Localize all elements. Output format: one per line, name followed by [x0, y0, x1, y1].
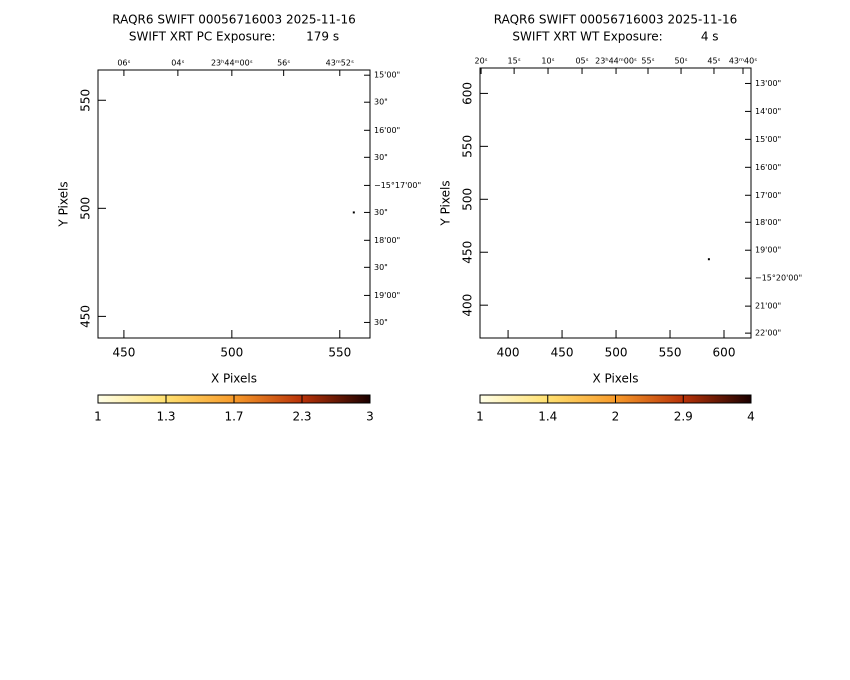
y-tick-label: 400: [461, 294, 475, 317]
right-tick-label: 16'00": [755, 163, 781, 172]
right-tick-label: 18'00": [755, 218, 781, 227]
top-tick-label: 56ˢ: [277, 59, 290, 68]
right-tick-label: 22'00": [755, 329, 781, 338]
top-tick-label: 20ˢ: [474, 57, 487, 66]
y-axis-label: Y Pixels: [439, 180, 453, 226]
source-pixel: [707, 258, 710, 261]
chart-title: RAQR6 SWIFT 00056716003 2025-11-16: [494, 13, 737, 27]
right-tick-label: −15°20'00": [755, 274, 802, 283]
right-tick-label: 14'00": [755, 107, 781, 116]
colorbar-tick-label: 2.9: [674, 410, 693, 424]
top-tick-label: 06ˢ: [117, 59, 130, 68]
right-tick-label: 30": [374, 318, 388, 327]
colorbar-tick-label: 1.7: [224, 410, 243, 424]
plot-frame: [479, 67, 752, 339]
right-tick-label: 30": [374, 153, 388, 162]
y-tick-label: 500: [79, 197, 93, 220]
colorbar-tick-label: 1.4: [538, 410, 557, 424]
right-tick-label: 19'00": [374, 291, 400, 300]
x-tick-label: 500: [220, 346, 243, 360]
right-tick-label: 16'00": [374, 126, 400, 135]
right-tick-label: 15'00": [374, 71, 400, 80]
right-tick-label: 19'00": [755, 246, 781, 255]
top-tick-label: 23ʰ44ᵐ00ˢ: [211, 59, 253, 68]
top-tick-label: 43ᵐ52ˢ: [326, 59, 354, 68]
right-tick-label: 18'00": [374, 236, 400, 245]
top-tick-label: 50ˢ: [674, 57, 687, 66]
y-tick-label: 600: [461, 82, 475, 105]
colorbar-tick-label: 1.3: [156, 410, 175, 424]
y-tick-label: 450: [461, 241, 475, 264]
right-tick-label: 21'00": [755, 302, 781, 311]
x-tick-label: 450: [551, 346, 574, 360]
top-tick-label: 15ˢ: [508, 57, 521, 66]
x-axis-label: X Pixels: [211, 372, 257, 386]
right-tick-label: −15°17'00": [374, 181, 421, 190]
right-tick-label: 17'00": [755, 191, 781, 200]
top-tick-label: 04ˢ: [171, 59, 184, 68]
y-tick-label: 500: [461, 188, 475, 211]
y-axis-label: Y Pixels: [57, 181, 71, 227]
y-tick-label: 550: [79, 89, 93, 112]
y-tick-label: 550: [461, 135, 475, 158]
colorbar-tick-label: 1: [94, 410, 102, 424]
chart-subtitle: SWIFT XRT PC Exposure: 179 s: [129, 30, 339, 44]
top-tick-label: 45ˢ: [707, 57, 720, 66]
chart-title: RAQR6 SWIFT 00056716003 2025-11-16: [112, 13, 355, 27]
x-tick-label: 550: [659, 346, 682, 360]
colorbar-tick-label: 1: [476, 410, 484, 424]
top-tick-label: 05ˢ: [575, 57, 588, 66]
colorbar-tick-label: 4: [747, 410, 755, 424]
x-tick-label: 600: [713, 346, 736, 360]
x-tick-label: 450: [112, 346, 135, 360]
x-axis-label: X Pixels: [592, 372, 638, 386]
x-tick-label: 400: [497, 346, 520, 360]
plot-frame: [97, 69, 371, 339]
colorbar-tick-label: 2.3: [292, 410, 311, 424]
chart-subtitle: SWIFT XRT WT Exposure: 4 s: [512, 30, 718, 44]
right-tick-label: 30": [374, 208, 388, 217]
right-tick-label: 30": [374, 263, 388, 272]
source-pixel: [352, 211, 355, 214]
right-tick-label: 30": [374, 98, 388, 107]
top-tick-label: 10ˢ: [541, 57, 554, 66]
top-tick-label: 23ʰ44ᵐ00ˢ: [595, 57, 637, 66]
right-tick-label: 13'00": [755, 79, 781, 88]
colorbar-tick-label: 3: [366, 410, 374, 424]
x-tick-label: 550: [328, 346, 351, 360]
x-tick-label: 500: [605, 346, 628, 360]
colorbar-tick-label: 2: [612, 410, 620, 424]
top-tick-label: 55ˢ: [641, 57, 654, 66]
top-tick-label: 43ᵐ40ˢ: [729, 57, 757, 66]
right-tick-label: 15'00": [755, 135, 781, 144]
y-tick-label: 450: [79, 305, 93, 328]
